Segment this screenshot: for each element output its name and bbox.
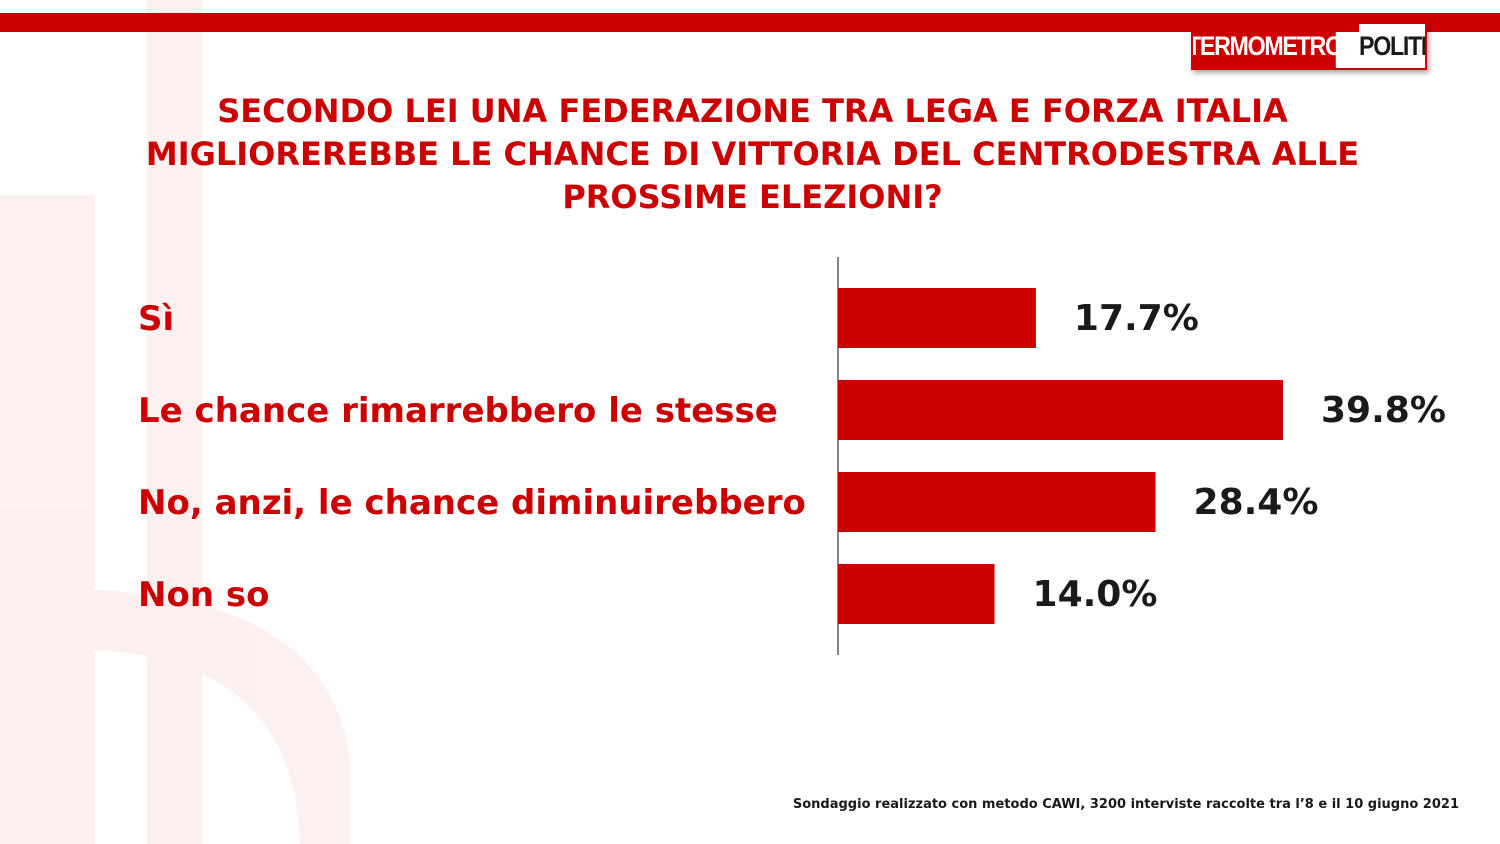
brand-logo: TERMOMETRO POLITICO (1191, 22, 1427, 70)
value-label: 14.0% (1033, 574, 1158, 615)
top-accent-bar (0, 13, 1500, 32)
value-label: 39.8% (1321, 390, 1446, 431)
footnote: Sondaggio realizzato con metodo CAWI, 32… (792, 797, 1459, 812)
value-label: 17.7% (1074, 298, 1199, 339)
category-label: Le chance rimarrebbero le stesse (138, 391, 778, 431)
category-label: Non so (138, 575, 269, 615)
category-label: No, anzi, le chance diminuirebbero (138, 483, 806, 523)
bar (838, 472, 1156, 532)
category-label: Sì (138, 299, 174, 339)
bar (838, 380, 1283, 440)
bar (838, 288, 1036, 348)
bar (838, 564, 995, 624)
brand-logo-left: TERMOMETRO (1193, 24, 1343, 68)
value-label: 28.4% (1194, 482, 1319, 523)
brand-logo-right: POLITICO (1359, 24, 1425, 68)
chart-title: SECONDO LEI UNA FEDERAZIONE TRA LEGA E F… (145, 92, 1360, 216)
